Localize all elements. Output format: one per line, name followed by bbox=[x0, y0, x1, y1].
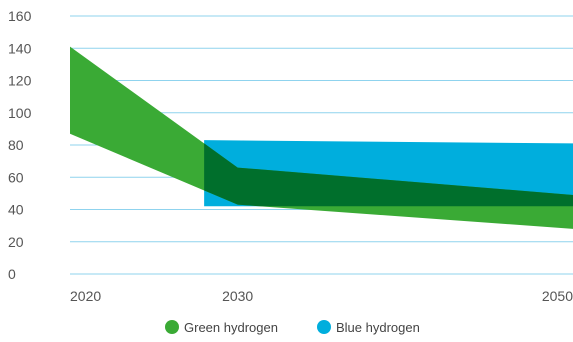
legend-label: Green hydrogen bbox=[184, 320, 278, 335]
bands bbox=[70, 46, 573, 229]
legend-label: Blue hydrogen bbox=[336, 320, 420, 335]
y-tick-label: 120 bbox=[8, 73, 32, 89]
x-axis-ticks: 2020 2030 2050 bbox=[70, 288, 573, 304]
y-tick-label: 40 bbox=[8, 202, 24, 218]
y-tick-label: 100 bbox=[8, 105, 32, 121]
y-tick-label: 20 bbox=[8, 234, 24, 250]
y-tick-label: 60 bbox=[8, 169, 24, 185]
y-tick-label: 0 bbox=[8, 266, 16, 282]
y-tick-label: 140 bbox=[8, 40, 32, 56]
x-tick-label: 2030 bbox=[222, 288, 253, 304]
x-tick-label: 2050 bbox=[542, 288, 573, 304]
x-tick-label: 2020 bbox=[70, 288, 101, 304]
legend: Green hydrogen Blue hydrogen bbox=[165, 320, 420, 335]
legend-marker bbox=[165, 320, 179, 334]
y-tick-label: 80 bbox=[8, 137, 24, 153]
y-axis-ticks: 0 20 40 60 80 100 120 140 160 bbox=[8, 8, 32, 282]
y-tick-label: 160 bbox=[8, 8, 32, 24]
green-hydrogen-band bbox=[70, 46, 573, 229]
legend-marker bbox=[317, 320, 331, 334]
